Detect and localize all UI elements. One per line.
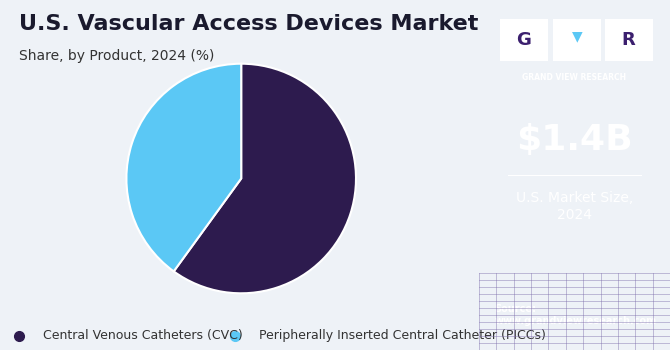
Wedge shape [127, 64, 241, 271]
Text: Source:
www.grandviewresearch.com: Source: www.grandviewresearch.com [494, 304, 657, 326]
Text: Central Venous Catheters (CVC): Central Venous Catheters (CVC) [43, 329, 243, 343]
FancyBboxPatch shape [500, 19, 548, 61]
Text: ▼: ▼ [572, 29, 582, 43]
Text: $1.4B: $1.4B [516, 123, 633, 157]
Text: GRAND VIEW RESEARCH: GRAND VIEW RESEARCH [523, 74, 626, 82]
FancyBboxPatch shape [553, 19, 601, 61]
Text: G: G [517, 31, 531, 49]
Text: U.S. Vascular Access Devices Market: U.S. Vascular Access Devices Market [19, 14, 478, 34]
Text: Share, by Product, 2024 (%): Share, by Product, 2024 (%) [19, 49, 214, 63]
Wedge shape [174, 64, 356, 293]
Text: U.S. Market Size,
2024: U.S. Market Size, 2024 [516, 191, 633, 222]
FancyBboxPatch shape [605, 19, 653, 61]
Text: R: R [622, 31, 636, 49]
Text: Peripherally Inserted Central Catheter (PICCs): Peripherally Inserted Central Catheter (… [259, 329, 545, 343]
